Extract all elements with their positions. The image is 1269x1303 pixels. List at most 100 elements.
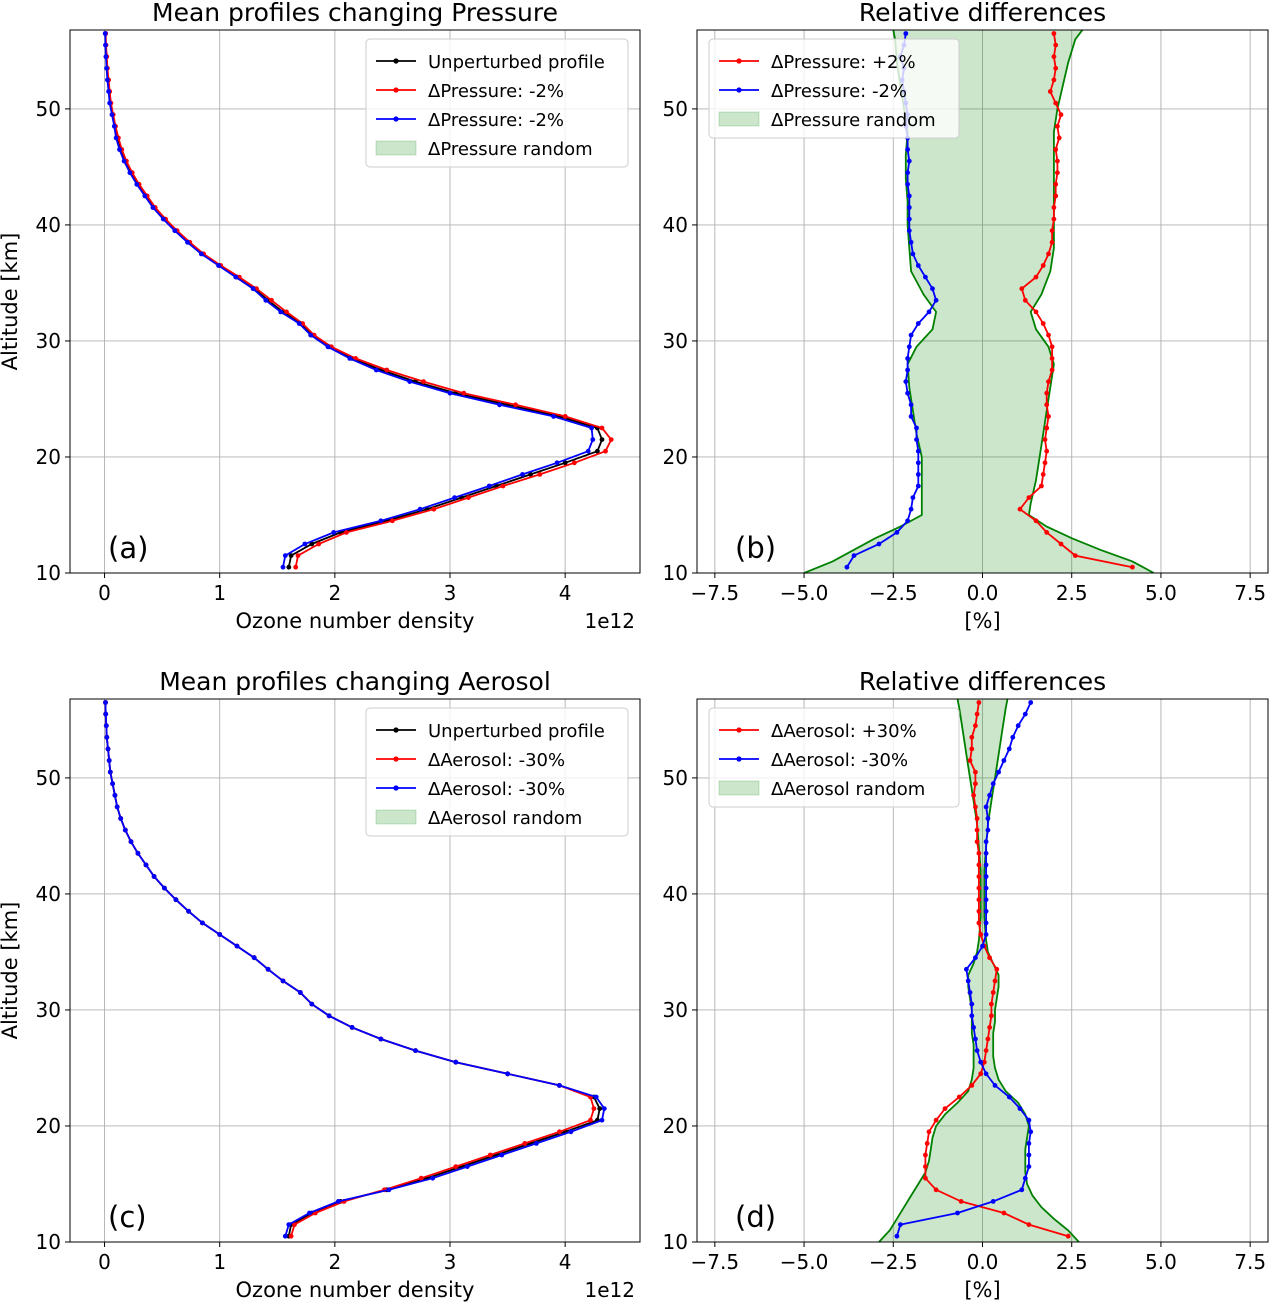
- data-point: [487, 1152, 493, 1158]
- panel-b-relative-differences-pressure: −7.5 −5.0 −2.5 0.0 2.5 5.0 7.5 10 20 30 40 50 Relati…: [663, 0, 1269, 633]
- data-point: [923, 274, 928, 280]
- data-point: [464, 1164, 470, 1169]
- data-point: [1053, 65, 1059, 71]
- data-point: [198, 251, 204, 257]
- data-point: [1044, 425, 1050, 431]
- data-point: [160, 216, 166, 222]
- legend-box: [365, 707, 629, 837]
- data-point: [431, 506, 437, 512]
- data-point: [603, 448, 608, 454]
- data-point: [142, 193, 148, 199]
- data-point: [1006, 746, 1012, 752]
- legend-marker: [393, 756, 399, 762]
- data-point: [316, 541, 322, 547]
- data-point: [263, 297, 269, 303]
- panel-letter: (b): [735, 531, 776, 565]
- data-point: [1051, 205, 1057, 210]
- legend-item: ΔPressure: -2%: [376, 110, 564, 131]
- data-point: [969, 746, 975, 752]
- data-point: [906, 205, 912, 210]
- data-point: [978, 932, 984, 937]
- data-point: [915, 483, 921, 489]
- data-point: [1040, 472, 1046, 477]
- y-tick-label: 50: [663, 97, 688, 121]
- data-point: [1015, 723, 1021, 729]
- y-tick-label: 50: [663, 766, 688, 790]
- data-point: [976, 850, 982, 856]
- data-point: [1058, 112, 1064, 118]
- legend-swatch: [375, 809, 417, 825]
- data-point: [910, 251, 916, 257]
- data-point: [421, 379, 426, 384]
- data-point: [185, 239, 190, 245]
- data-point: [106, 758, 112, 763]
- legend-swatch: [718, 111, 760, 127]
- data-point: [117, 147, 122, 152]
- data-point: [1049, 228, 1055, 234]
- data-point: [105, 77, 110, 83]
- data-point: [302, 541, 308, 547]
- chart-title: Relative differences: [859, 0, 1106, 27]
- x-tick-label: 1: [213, 581, 226, 605]
- legend-item: ΔAerosol: -30%: [719, 750, 908, 771]
- data-point: [200, 920, 205, 926]
- x-tick-label: 5.0: [1145, 581, 1177, 605]
- data-point: [906, 228, 912, 234]
- legend-label: ΔPressure random: [428, 139, 593, 160]
- data-point: [1044, 390, 1050, 396]
- data-point: [851, 553, 857, 558]
- data-point: [347, 356, 353, 361]
- x-tick-label: −5.0: [780, 581, 829, 605]
- data-point: [976, 897, 982, 903]
- data-point: [967, 758, 973, 763]
- data-point: [520, 472, 525, 477]
- data-point: [992, 1083, 998, 1088]
- data-point: [973, 781, 978, 787]
- y-tick-label: 30: [36, 998, 61, 1022]
- data-point: [349, 1025, 355, 1030]
- data-point: [326, 1013, 332, 1019]
- y-tick-label: 30: [663, 329, 688, 353]
- legend-item: ΔAerosol: -30%: [376, 750, 565, 771]
- data-point: [386, 1187, 392, 1193]
- data-point: [987, 1025, 992, 1030]
- data-point: [971, 792, 976, 798]
- data-point: [976, 885, 982, 891]
- y-tick-label: 10: [36, 561, 61, 585]
- random-band-fill: [804, 30, 1154, 573]
- data-point: [568, 1129, 574, 1135]
- data-point: [390, 518, 395, 524]
- y-tick-label: 40: [36, 213, 61, 237]
- data-point: [987, 955, 992, 961]
- data-point: [969, 1083, 975, 1088]
- data-point: [562, 414, 568, 419]
- data-point: [288, 553, 294, 558]
- data-point: [308, 332, 314, 338]
- x-axis-label: Ozone number density: [236, 609, 475, 633]
- data-point: [980, 943, 985, 949]
- data-point: [903, 379, 909, 384]
- legend-label: ΔAerosol random: [771, 779, 925, 800]
- x-tick-label: 0: [98, 1250, 111, 1274]
- data-point: [500, 483, 506, 489]
- data-point: [974, 711, 980, 717]
- data-point: [110, 781, 115, 787]
- data-point: [1051, 216, 1057, 222]
- legend-item: ΔAerosol random: [375, 808, 582, 829]
- x-tick-label: 4: [559, 581, 572, 605]
- data-point: [971, 1025, 976, 1030]
- data-point: [107, 769, 113, 775]
- data-point: [983, 1048, 989, 1053]
- data-point: [974, 827, 980, 833]
- data-point: [430, 1175, 436, 1181]
- data-point: [908, 332, 914, 338]
- data-point: [1033, 309, 1039, 315]
- data-point: [994, 966, 1000, 972]
- data-point: [373, 367, 379, 373]
- data-point: [976, 920, 982, 926]
- x-tick-label: 4: [559, 1250, 572, 1274]
- data-point: [601, 1106, 607, 1111]
- x-tick-label: 5.0: [1145, 1250, 1177, 1274]
- data-point: [976, 908, 982, 914]
- data-point: [452, 495, 457, 500]
